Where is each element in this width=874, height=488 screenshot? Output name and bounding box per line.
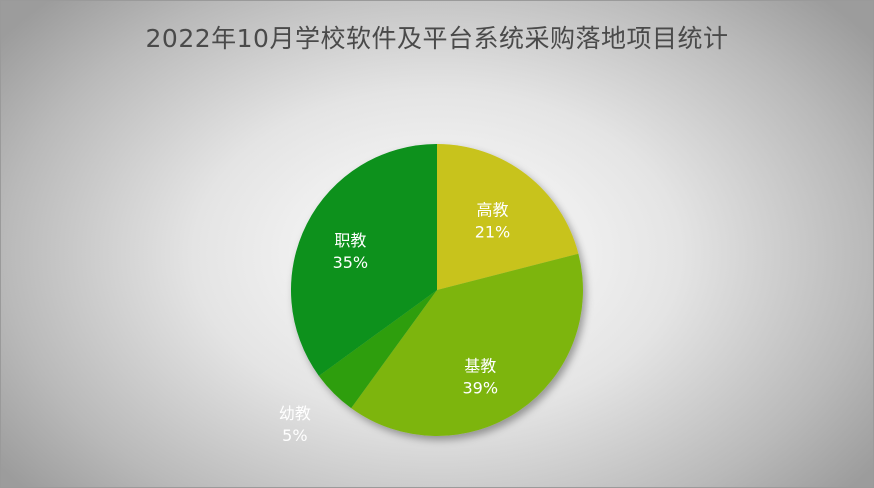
slice-label-1: 高教 xyxy=(476,200,508,219)
slice-value-4: 35% xyxy=(333,253,369,272)
chart-title: 2022年10月学校软件及平台系统采购落地项目统计 xyxy=(145,24,729,53)
pie-slice-1 xyxy=(437,144,579,290)
slice-value-1: 21% xyxy=(475,222,511,241)
pie-slice-4 xyxy=(291,144,437,376)
pie-slice-3 xyxy=(318,290,437,409)
slice-label-3: 幼教 xyxy=(279,404,311,423)
pie-slices xyxy=(291,144,583,436)
slice-value-3: 5% xyxy=(282,426,307,445)
slice-label-2: 基教 xyxy=(464,356,496,375)
pie-slice-2 xyxy=(351,253,583,436)
slice-value-2: 39% xyxy=(462,378,498,397)
slice-label-4: 职教 xyxy=(334,231,366,250)
pie-labels: 高教 21% 基教 39% 幼教 5% 职教 35% xyxy=(279,200,510,445)
